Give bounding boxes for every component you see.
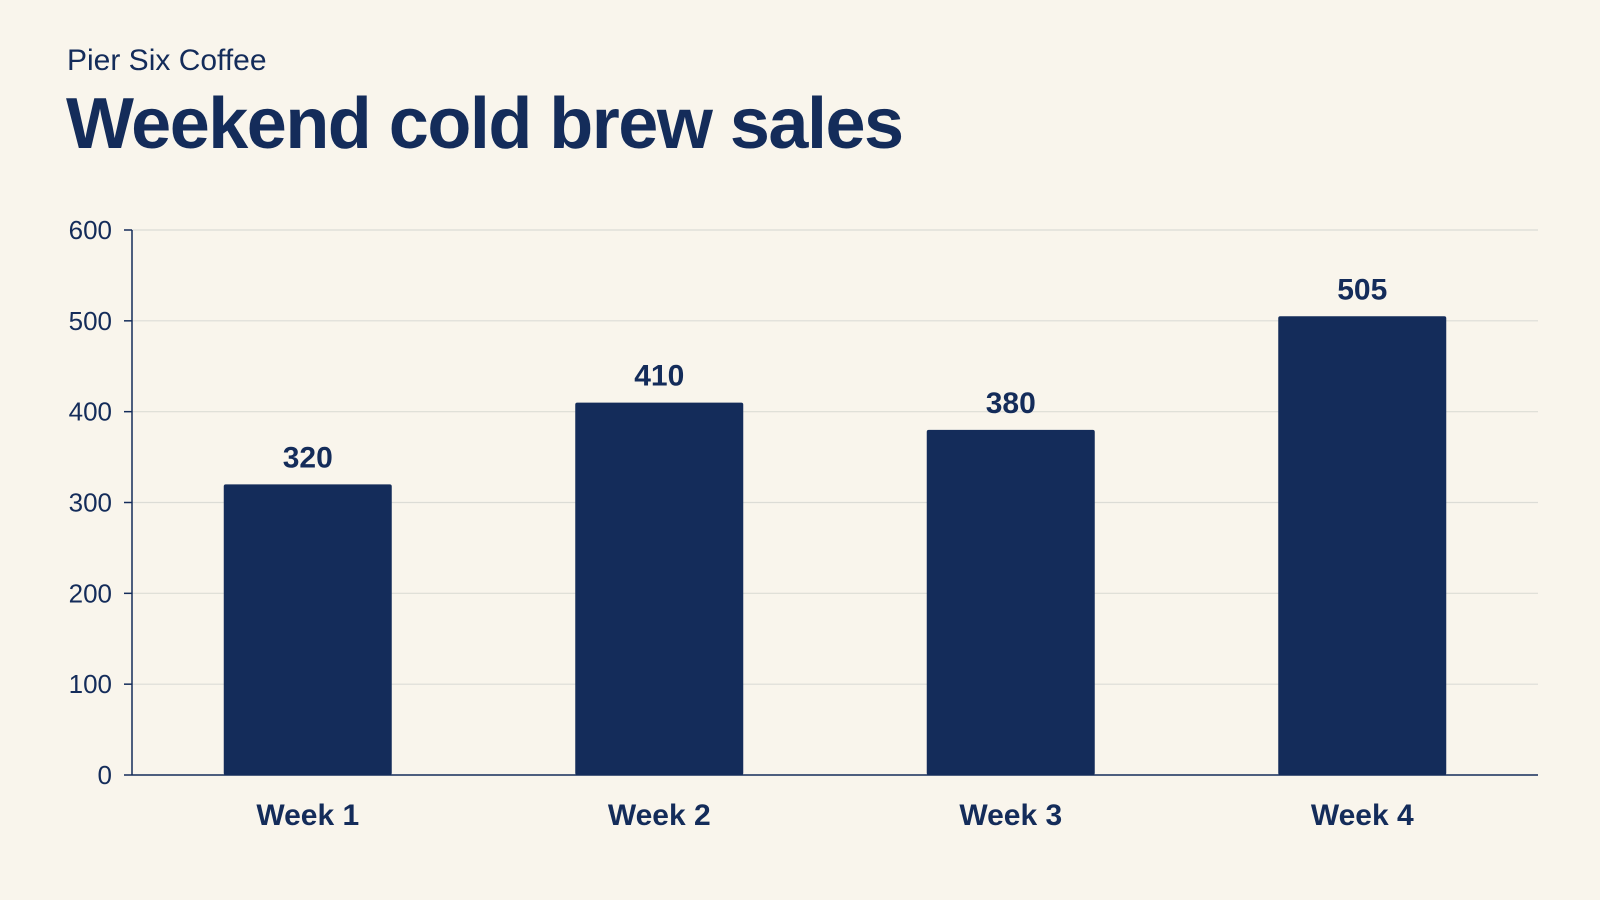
- data-label: 380: [986, 387, 1036, 420]
- bar-week-1: [223, 484, 392, 775]
- y-tick-label: 300: [69, 488, 112, 518]
- y-tick-label: 100: [69, 669, 112, 699]
- y-tick-label: 200: [69, 578, 112, 608]
- y-tick-label: 500: [69, 306, 112, 336]
- y-tick-label: 0: [98, 760, 112, 790]
- chart-title: Weekend cold brew sales: [66, 84, 904, 164]
- data-label: 505: [1337, 273, 1387, 306]
- y-tick-label: 600: [69, 215, 112, 245]
- x-tick-label: Week 3: [959, 799, 1062, 832]
- x-tick-label: Week 4: [1311, 799, 1414, 832]
- y-tick-label: 400: [69, 397, 112, 427]
- labels: 0 100 200 300 400 500 600 320 Week 1 410 Week 2 380…: [69, 215, 1414, 832]
- x-tick-label: Week 2: [608, 799, 711, 832]
- data-label: 320: [283, 441, 333, 474]
- bars: [223, 316, 1447, 775]
- bar-week-4: [1278, 316, 1447, 775]
- bar-week-3: [926, 429, 1095, 775]
- bar-week-2: [575, 402, 744, 775]
- chart-subtitle: Pier Six Coffee: [67, 44, 267, 77]
- x-tick-label: Week 1: [256, 799, 359, 832]
- data-label: 410: [634, 360, 684, 393]
